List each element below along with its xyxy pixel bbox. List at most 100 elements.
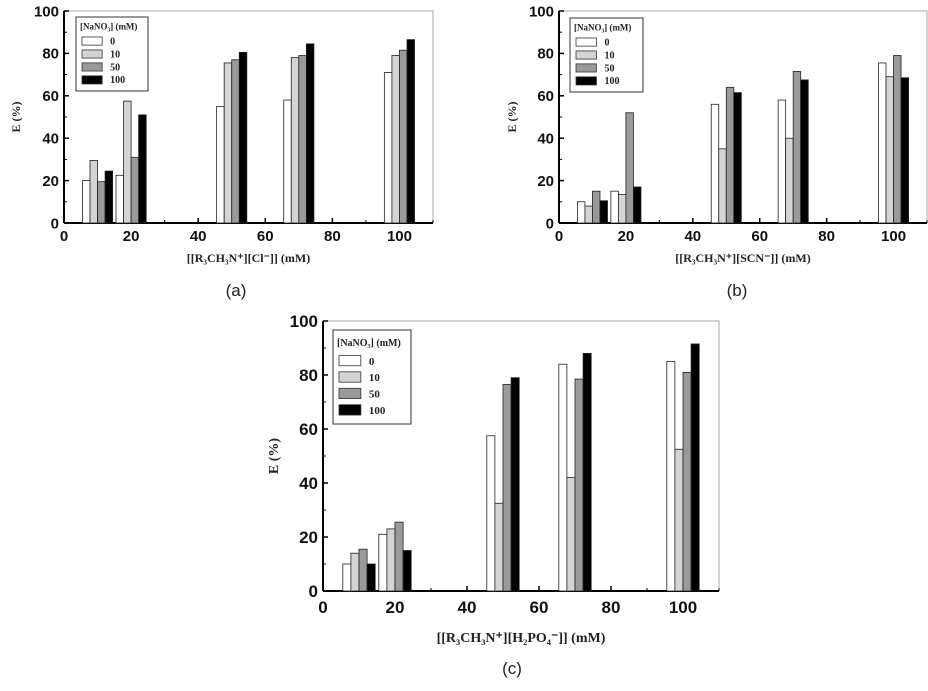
- x-tick-label: 60: [257, 228, 274, 245]
- bar-series-10-x-70: [566, 477, 576, 592]
- bar-series-0-x-50: [486, 435, 496, 592]
- y-tick-label: 80: [299, 366, 318, 385]
- legend-swatch: [338, 404, 362, 416]
- x-tick-label: 80: [324, 228, 341, 245]
- legend-label: 10: [369, 372, 381, 384]
- x-tick-label: 20: [386, 598, 405, 617]
- bar-series-10-x-10: [350, 552, 360, 592]
- bar-series-10-x-50: [494, 502, 504, 592]
- y-tick-label: 20: [299, 528, 318, 547]
- bar-series-0-x-70: [283, 99, 292, 224]
- y-tick-label: 60: [299, 420, 318, 439]
- x-tick-label: 80: [602, 598, 621, 617]
- bar-series-10-x-100: [885, 76, 894, 224]
- y-tick-label: 40: [299, 474, 318, 493]
- bar-series-100-x-10: [599, 200, 608, 224]
- bar-series-50-x-50: [725, 86, 735, 224]
- bar-series-50-x-10: [97, 181, 106, 224]
- bar-series-0-x-20: [378, 533, 388, 592]
- bar-series-10-x-20: [617, 193, 627, 224]
- y-tick-label: 100: [529, 3, 554, 20]
- bar-series-50-x-70: [574, 378, 584, 592]
- y-tick-label: 0: [51, 215, 59, 232]
- y-tick-label: 40: [537, 130, 554, 147]
- bar-series-10-x-70: [290, 57, 300, 224]
- bar-series-100-x-70: [582, 352, 592, 592]
- x-tick-label: 20: [618, 228, 635, 245]
- legend-title: [NaNO₃] (mM): [80, 22, 137, 32]
- legend-swatch: [575, 63, 597, 73]
- bar-series-50-x-70: [298, 55, 307, 224]
- bar-series-10-x-10: [584, 205, 593, 224]
- bar-series-0-x-50: [216, 106, 225, 224]
- legend: [NaNO₃] (mM) 0 10 50 100: [569, 17, 644, 93]
- x-tick-label: 60: [530, 598, 549, 617]
- x-axis-title: [[R₃CH₃N⁺][SCN⁻]] (mM): [675, 251, 811, 265]
- bar-series-0-x-70: [558, 363, 568, 592]
- bar-series-50-x-10: [358, 548, 368, 592]
- legend: [NaNO₃] (mM) 0 10 50 100: [75, 16, 149, 92]
- y-tick-label: 80: [537, 46, 554, 63]
- x-tick-label: 0: [555, 228, 563, 245]
- bar-series-100-x-70: [800, 79, 809, 224]
- bar-series-50-x-20: [394, 521, 404, 592]
- legend-label: 100: [110, 75, 125, 86]
- y-tick-label: 60: [537, 88, 554, 105]
- bar-series-0-x-100: [383, 72, 393, 224]
- legend-swatch: [575, 37, 597, 47]
- x-tick-label: 60: [751, 228, 768, 245]
- bar-series-100-x-100: [690, 343, 700, 592]
- legend-title: [NaNO₃] (mM): [337, 338, 401, 349]
- legend-swatch: [81, 36, 103, 46]
- bar-series-100-x-10: [366, 563, 376, 592]
- y-tick-label: 60: [42, 88, 59, 105]
- bar-series-0-x-20: [115, 174, 124, 224]
- y-tick-label: 100: [290, 312, 318, 331]
- legend-swatch: [338, 354, 362, 367]
- legend-title: [NaNO₃] (mM): [574, 23, 631, 33]
- y-tick-label: 80: [42, 46, 59, 63]
- y-axis-title: E (%): [267, 438, 282, 475]
- y-tick-label: 20: [537, 173, 554, 190]
- panel-caption: (a): [226, 281, 247, 300]
- bar-series-0-x-100: [878, 62, 887, 224]
- bar-series-100-x-50: [733, 92, 742, 224]
- legend-label: 50: [110, 62, 120, 73]
- chart-panel-a: 0 20 40 60 80 100 0 20 40 60 80 100 [NaNO₃] (mM) 0 10 5…: [9, 3, 434, 300]
- bar-series-0-x-10: [82, 180, 91, 224]
- bar-series-100-x-100: [900, 77, 910, 224]
- bar-series-100-x-100: [406, 39, 415, 224]
- x-axis-title: [[R₃CH₃N⁺][Cl⁻]] (mM): [187, 251, 311, 265]
- legend-label: 10: [604, 50, 614, 61]
- bar-series-0-x-70: [777, 99, 787, 224]
- bar-series-100-x-70: [305, 43, 315, 224]
- legend-swatch: [81, 75, 103, 85]
- bar-series-50-x-100: [682, 371, 692, 592]
- bar-series-0-x-50: [710, 103, 720, 224]
- bar-series-100-x-10: [104, 170, 114, 224]
- x-tick-label: 20: [123, 228, 140, 245]
- bar-series-0-x-10: [577, 201, 586, 224]
- legend-label: 0: [604, 37, 609, 48]
- legend-swatch: [338, 387, 362, 400]
- y-tick-label: 20: [42, 173, 59, 190]
- legend-label: 0: [369, 356, 375, 368]
- bar-series-50-x-100: [893, 55, 902, 224]
- x-tick-label: 100: [669, 598, 697, 617]
- bar-series-100-x-50: [510, 377, 520, 592]
- legend-label: 0: [110, 36, 115, 47]
- bar-series-100-x-20: [402, 550, 412, 592]
- bar-series-100-x-50: [238, 51, 248, 224]
- panel-caption: (b): [727, 281, 748, 300]
- x-tick-label: 0: [60, 228, 68, 245]
- y-axis-title: E (%): [9, 102, 23, 133]
- bar-series-10-x-50: [718, 148, 727, 224]
- bar-series-50-x-10: [592, 190, 601, 224]
- x-tick-label: 40: [458, 598, 477, 617]
- bar-series-10-x-20: [386, 528, 396, 592]
- bar-series-10-x-10: [89, 160, 98, 224]
- y-axis-title: E (%): [505, 102, 519, 133]
- legend: [NaNO₃] (mM) 0 10 50 100: [332, 329, 412, 425]
- legend-swatch: [338, 371, 362, 383]
